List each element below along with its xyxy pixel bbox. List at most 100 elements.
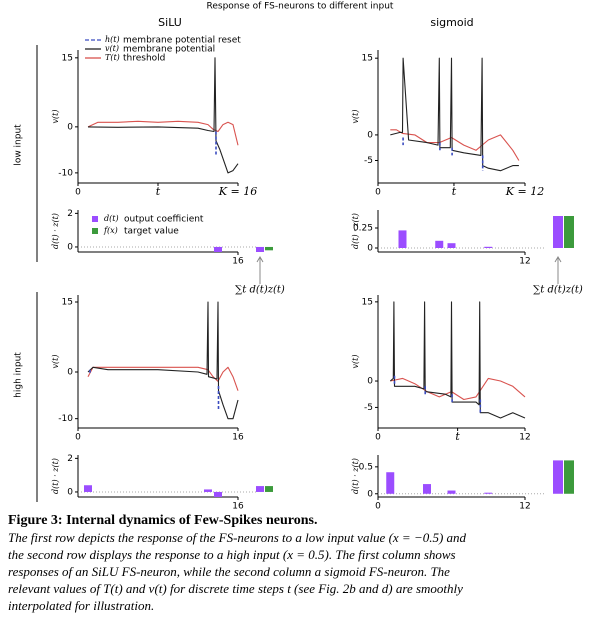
bar (386, 472, 395, 494)
series-line (87, 120, 239, 146)
x-tick-label: 16 (232, 502, 244, 511)
legend-label: membrane potential reset (123, 36, 241, 46)
y-axis-label: d(t) · z(t) (351, 458, 360, 494)
y-tick-label: 2 (67, 209, 73, 219)
y-axis-label: d(t) · z(t) (51, 213, 60, 249)
legend-swatch (92, 216, 98, 222)
y-axis-label: d(t) · z(t) (351, 213, 360, 249)
series-line (389, 301, 526, 419)
y-tick-label: 0.25 (353, 224, 373, 234)
target-bar (265, 486, 273, 492)
y-tick-label: 15 (62, 298, 73, 308)
y-axis-label: v(t) (351, 355, 360, 369)
plot-area (389, 301, 526, 419)
bar (398, 230, 407, 248)
figure: Response of FS-neurons to different inpu… (14, 2, 583, 512)
x-tick-label: 0 (75, 433, 81, 443)
sum-bar (553, 460, 563, 494)
y-tick-label: -5 (364, 403, 373, 413)
column-title: sigmoid (430, 16, 473, 29)
sum-bar (553, 216, 563, 248)
plot-area (87, 301, 239, 420)
legend-symbol: f(x) (103, 226, 118, 235)
bar (84, 485, 92, 492)
bar (484, 492, 493, 494)
y-tick-label: 0 (367, 377, 373, 387)
legend-label: membrane potential (123, 45, 215, 55)
row-label: low input (14, 124, 24, 166)
arrow-head (554, 256, 562, 263)
legend-symbol: v(t) (105, 44, 119, 53)
caption-line: The first row depicts the response of th… (8, 530, 467, 545)
figure-title: Response of FS-neurons to different inpu… (207, 2, 394, 12)
target-bar (265, 246, 273, 251)
x-tick-label: 0 (375, 433, 381, 443)
legend-label: target value (124, 227, 179, 237)
x-tick-label: 16 (232, 433, 244, 443)
legend-symbol: h(t) (105, 35, 120, 44)
bar (214, 246, 222, 252)
series-line (87, 57, 239, 174)
y-tick-label: 0 (67, 122, 73, 132)
caption-line: the second row displays the response to … (8, 547, 456, 562)
sum-bar (256, 486, 264, 492)
caption-title: Figure 3: Internal dynamics of Few-Spike… (8, 513, 318, 528)
series-line (89, 369, 220, 410)
y-tick-label: -10 (58, 168, 73, 178)
target-bar (564, 216, 574, 248)
y-tick-label: -5 (364, 156, 373, 166)
y-tick-label: 0 (367, 489, 373, 499)
x-tick-label: 0 (75, 188, 81, 198)
y-tick-label: 15 (362, 54, 373, 64)
bar (423, 484, 431, 494)
x-tick-label: t (156, 185, 161, 198)
caption: Figure 3: Internal dynamics of Few-Spike… (8, 512, 604, 614)
y-tick-label: 15 (62, 53, 73, 63)
sum-annotation: ∑t d(t)z(t) (235, 285, 285, 296)
bar (214, 491, 222, 497)
x-tick-label: K = 12 (505, 185, 544, 198)
series-line (87, 301, 239, 420)
column-title: SiLU (158, 16, 182, 29)
series-line (393, 375, 482, 413)
x-tick-label: K = 16 (218, 185, 257, 198)
y-axis-label: v(t) (51, 110, 60, 124)
x-tick-label: 16 (232, 257, 244, 267)
y-tick-label: 2 (67, 454, 73, 464)
y-tick-label: 0 (67, 487, 73, 497)
bar (484, 246, 493, 248)
x-tick-label: 0 (375, 188, 381, 198)
series-line (390, 377, 526, 401)
bar (435, 240, 444, 248)
series-line (390, 57, 519, 172)
legend-symbol: d(t) (104, 214, 119, 223)
x-tick-label: 12 (519, 502, 530, 511)
legend-symbol: T(t) (105, 53, 120, 62)
sum-annotation: ∑t d(t)z(t) (533, 285, 583, 296)
x-tick-label: 0 (375, 502, 381, 511)
plot-area (390, 57, 520, 172)
legend-swatch (92, 228, 98, 234)
caption-line: responses of an SiLU FS-neuron, while th… (8, 564, 450, 579)
legend-label: threshold (123, 54, 165, 64)
caption-line: interpolated for illustration. (8, 598, 155, 613)
y-tick-label: -10 (58, 414, 73, 424)
plot-area (87, 57, 239, 174)
caption-line: relevant values of T(t) and v(t) for dis… (8, 581, 463, 596)
y-tick-label: 0 (67, 368, 73, 378)
x-tick-label: 12 (519, 433, 530, 443)
target-bar (564, 460, 574, 494)
bar (447, 490, 456, 494)
x-tick-label: 12 (519, 257, 530, 267)
row-label: high input (14, 352, 24, 398)
y-tick-label: 0 (367, 130, 373, 140)
y-tick-label: 0 (367, 244, 373, 254)
sum-bar (256, 246, 264, 252)
y-axis-label: d(t) · z(t) (51, 458, 60, 494)
y-tick-label: 0.5 (359, 462, 373, 472)
bar (204, 489, 212, 492)
bar (447, 243, 456, 248)
y-axis-label: v(t) (351, 110, 360, 124)
x-tick-label: t (455, 430, 460, 443)
